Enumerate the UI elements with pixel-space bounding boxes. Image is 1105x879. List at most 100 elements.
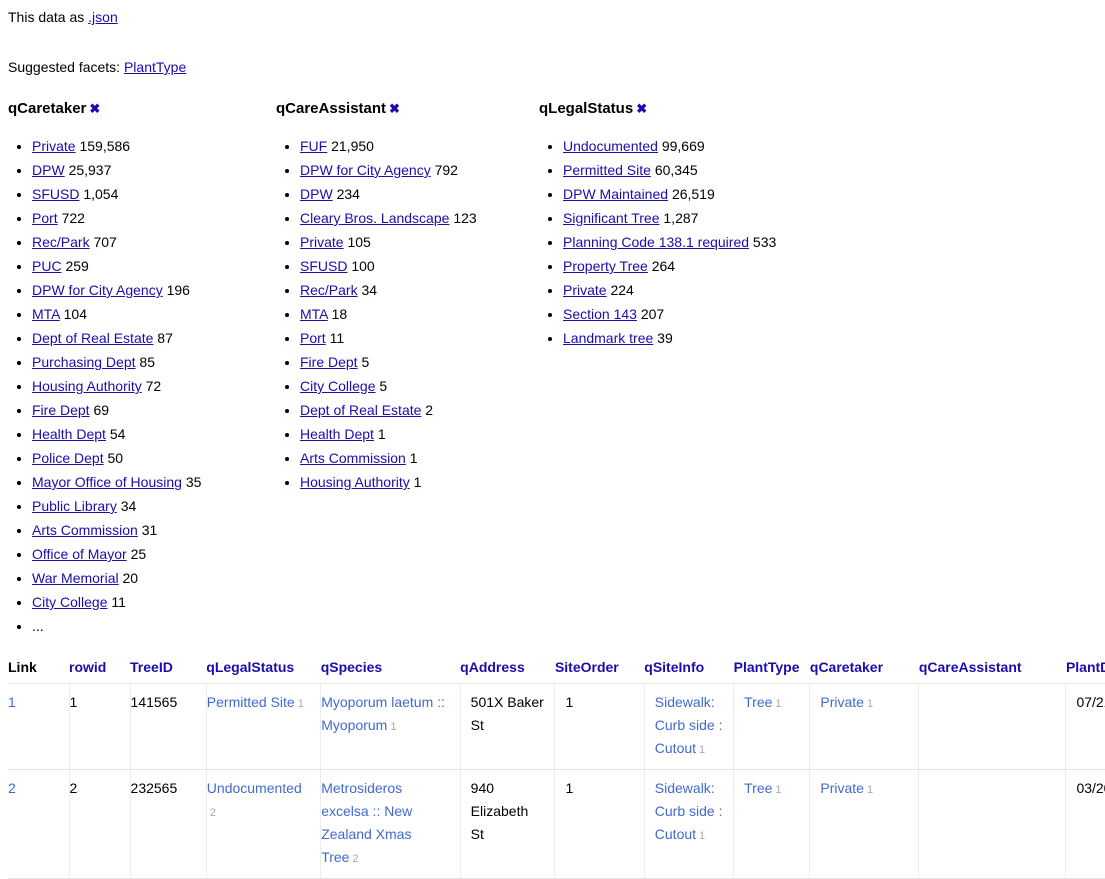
cell-value: 1: [565, 780, 574, 796]
column-header-qlegalstatus[interactable]: qLegalStatus: [206, 655, 321, 684]
facet-item-link[interactable]: Significant Tree: [563, 210, 660, 226]
cell-value-link[interactable]: Metrosideros excelsa :: New Zealand Xmas…: [321, 780, 413, 865]
facet-item-link[interactable]: MTA: [32, 306, 60, 322]
facet-item-link[interactable]: City College: [32, 594, 108, 610]
facet-item-link[interactable]: Rec/Park: [300, 282, 358, 298]
close-icon[interactable]: ✖: [636, 101, 648, 116]
cell-link: 1: [8, 683, 70, 770]
column-header-plantdate[interactable]: PlantDate: [1065, 655, 1105, 684]
column-header-link: Link: [8, 655, 70, 684]
facet-item-link[interactable]: SFUSD: [32, 186, 80, 202]
row-link[interactable]: 1: [8, 694, 16, 710]
facet-item-count: 39: [657, 330, 673, 346]
json-link[interactable]: .json: [88, 9, 118, 25]
facet-list-qlegalstatus: Undocumented 99,669 Permitted Site 60,34…: [539, 134, 807, 350]
facet-item: MTA 18: [300, 302, 544, 326]
column-header-treeid[interactable]: TreeID: [130, 655, 207, 684]
facet-item-link[interactable]: Property Tree: [563, 258, 648, 274]
facet-item-link[interactable]: DPW Maintained: [563, 186, 669, 202]
facet-item-link[interactable]: Undocumented: [563, 138, 658, 154]
facet-item-link[interactable]: Health Dept: [300, 426, 374, 442]
column-header-siteorder[interactable]: SiteOrder: [554, 655, 645, 684]
facet-item: Dept of Real Estate 87: [32, 326, 276, 350]
facet-item-link[interactable]: Arts Commission: [300, 450, 406, 466]
facet-item: SFUSD 100: [300, 254, 544, 278]
facet-item: Mayor Office of Housing 35: [32, 470, 276, 494]
column-header-rowid[interactable]: rowid: [69, 655, 131, 684]
facet-item-link[interactable]: SFUSD: [300, 258, 348, 274]
column-header-qcareassistant[interactable]: qCareAssistant: [918, 655, 1066, 684]
facet-item: Health Dept 1: [300, 422, 544, 446]
data-as-label: This data as: [8, 9, 89, 25]
suggested-facet-planttype[interactable]: PlantType: [123, 59, 187, 75]
facet-item-count: 1: [409, 450, 418, 466]
facet-item-link[interactable]: Office of Mayor: [32, 546, 127, 562]
facet-item-link[interactable]: FUF: [300, 138, 328, 154]
facet-item: Cleary Bros. Landscape 123: [300, 206, 544, 230]
column-header-qspecies[interactable]: qSpecies: [320, 655, 461, 684]
cell-value-link[interactable]: Tree: [744, 780, 773, 796]
column-header-qsiteinfo[interactable]: qSiteInfo: [644, 655, 734, 684]
facet-item-link[interactable]: Dept of Real Estate: [300, 402, 422, 418]
facet-item-link[interactable]: DPW for City Agency: [300, 162, 431, 178]
suggested-facets-line: Suggested facets: PlantType: [8, 59, 1105, 76]
facet-item-link[interactable]: Rec/Park: [32, 234, 90, 250]
close-icon[interactable]: ✖: [389, 101, 400, 116]
facet-item-link[interactable]: Mayor Office of Housing: [32, 474, 182, 490]
cell-value-link[interactable]: Undocumented: [206, 780, 302, 796]
facet-item-link[interactable]: Private: [563, 282, 607, 298]
facet-item-link[interactable]: Landmark tree: [563, 330, 654, 346]
facet-item: Port 11: [300, 326, 544, 350]
results-table-wrapper[interactable]: Link rowid TreeID qLegalStatus qSpecies …: [8, 655, 1105, 879]
facet-item-link[interactable]: City College: [300, 378, 376, 394]
facet-item-link[interactable]: Private: [32, 138, 76, 154]
column-header-qaddress[interactable]: qAddress: [460, 655, 555, 684]
facet-item-link[interactable]: Permitted Site: [563, 162, 651, 178]
cell-value-link[interactable]: Sidewalk: Curb side : Cutout: [654, 780, 723, 842]
facet-item-count: 1,287: [663, 210, 699, 226]
cell-value-link[interactable]: Myoporum laetum :: Myoporum: [321, 694, 445, 733]
cell-value-link[interactable]: Tree: [744, 694, 773, 710]
facet-item-link[interactable]: Dept of Real Estate: [32, 330, 154, 346]
facet-item: Private 224: [563, 278, 807, 302]
facet-item-link[interactable]: Purchasing Dept: [32, 354, 136, 370]
facet-item-link[interactable]: Public Library: [32, 498, 117, 514]
suggested-facets-label: Suggested facets:: [8, 59, 124, 75]
facet-item-link[interactable]: MTA: [300, 306, 328, 322]
cell-value-link[interactable]: Sidewalk: Curb side : Cutout: [654, 694, 723, 756]
facet-item-count: 722: [61, 210, 85, 226]
facet-item-count: 234: [336, 186, 360, 202]
facet-count-badge: 1: [775, 784, 782, 796]
facet-item-link[interactable]: Section 143: [563, 306, 637, 322]
facet-item-link[interactable]: Housing Authority: [32, 378, 142, 394]
cell-value-link[interactable]: Private: [820, 694, 864, 710]
facet-item-count: 34: [361, 282, 378, 298]
facet-item-link[interactable]: Fire Dept: [300, 354, 358, 370]
facet-item-link[interactable]: Planning Code 138.1 required: [563, 234, 750, 250]
facet-item-link[interactable]: DPW for City Agency: [32, 282, 163, 298]
close-icon[interactable]: ✖: [89, 101, 101, 116]
facet-item-link[interactable]: Fire Dept: [32, 402, 90, 418]
column-header-planttype[interactable]: PlantType: [733, 655, 810, 684]
facet-item-count: 792: [434, 162, 458, 178]
cell-value-link[interactable]: Permitted Site: [206, 694, 295, 710]
facet-item-count: 5: [379, 378, 388, 394]
facet-item-link[interactable]: Police Dept: [32, 450, 104, 466]
facet-item-link[interactable]: Cleary Bros. Landscape: [300, 210, 450, 226]
facet-item-link[interactable]: Health Dept: [32, 426, 106, 442]
cell-value-link[interactable]: Private: [820, 780, 864, 796]
facet-item-link[interactable]: DPW: [32, 162, 65, 178]
facet-item-link[interactable]: Port: [32, 210, 58, 226]
facet-item-count: 18: [331, 306, 348, 322]
facet-item-link[interactable]: Private: [300, 234, 344, 250]
row-link[interactable]: 2: [8, 780, 16, 796]
facet-item-link[interactable]: Arts Commission: [32, 522, 138, 538]
column-header-qcaretaker[interactable]: qCaretaker: [809, 655, 919, 684]
facet-item-link[interactable]: DPW: [300, 186, 333, 202]
facet-item-link[interactable]: Port: [300, 330, 326, 346]
facet-item-count: 207: [640, 306, 665, 322]
facet-item-link[interactable]: War Memorial: [32, 570, 119, 586]
facet-item: City College 5: [300, 374, 544, 398]
facet-item-link[interactable]: PUC: [32, 258, 62, 274]
facet-item-link[interactable]: Housing Authority: [300, 474, 410, 490]
